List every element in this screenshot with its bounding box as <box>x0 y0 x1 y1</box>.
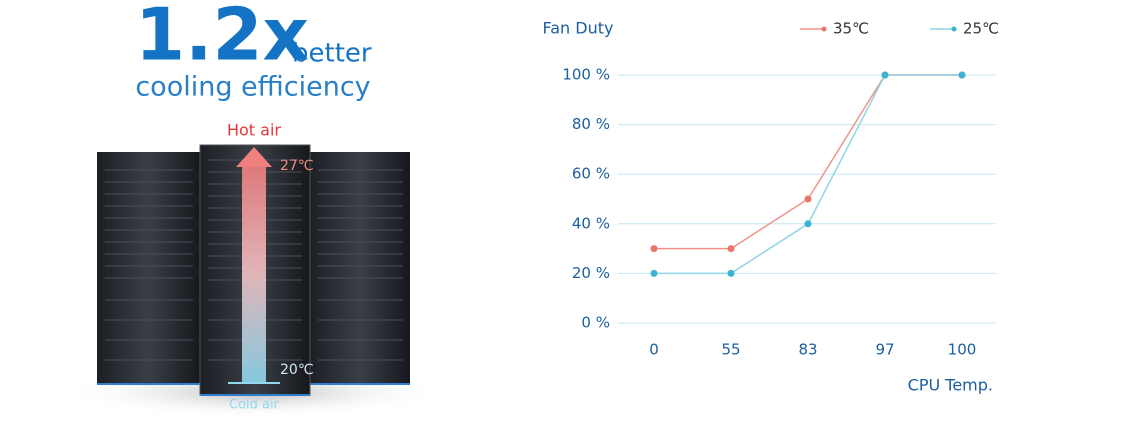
y-tick-label: 60 % <box>572 165 610 183</box>
y-tick-label: 100 % <box>562 66 610 84</box>
y-tick-label: 40 % <box>572 214 610 232</box>
data-point <box>727 269 735 277</box>
y-tick-label: 20 % <box>572 264 610 282</box>
data-point <box>881 71 889 79</box>
legend-label: 35℃ <box>833 20 869 38</box>
headline-line2: cooling efficiency <box>135 72 370 103</box>
data-point <box>727 245 735 253</box>
headline-word: better <box>292 39 372 69</box>
data-point <box>650 269 658 277</box>
cold-air-label: Cold air <box>229 398 280 413</box>
server-illustration <box>65 144 445 418</box>
x-tick-label: 100 <box>948 341 977 359</box>
legend-dot <box>821 26 827 32</box>
y-tick-label: 0 % <box>581 314 610 332</box>
x-tick-label: 83 <box>798 341 817 359</box>
x-tick-label: 55 <box>721 341 740 359</box>
hot-air-label: Hot air <box>227 121 281 140</box>
data-point <box>804 220 812 228</box>
top-temp: 27℃ <box>280 158 314 174</box>
data-point <box>650 245 658 253</box>
bottom-temp: 20℃ <box>280 362 314 378</box>
data-point <box>958 71 966 79</box>
data-point <box>804 195 812 203</box>
y-axis-label: Fan Duty <box>543 19 614 38</box>
headline-number: 1.2x <box>135 0 309 77</box>
x-tick-label: 0 <box>649 341 659 359</box>
legend-label: 25℃ <box>963 20 999 38</box>
x-axis-label: CPU Temp. <box>908 376 993 395</box>
y-tick-label: 80 % <box>572 115 610 133</box>
x-tick-label: 97 <box>875 341 894 359</box>
legend-dot <box>951 26 957 32</box>
